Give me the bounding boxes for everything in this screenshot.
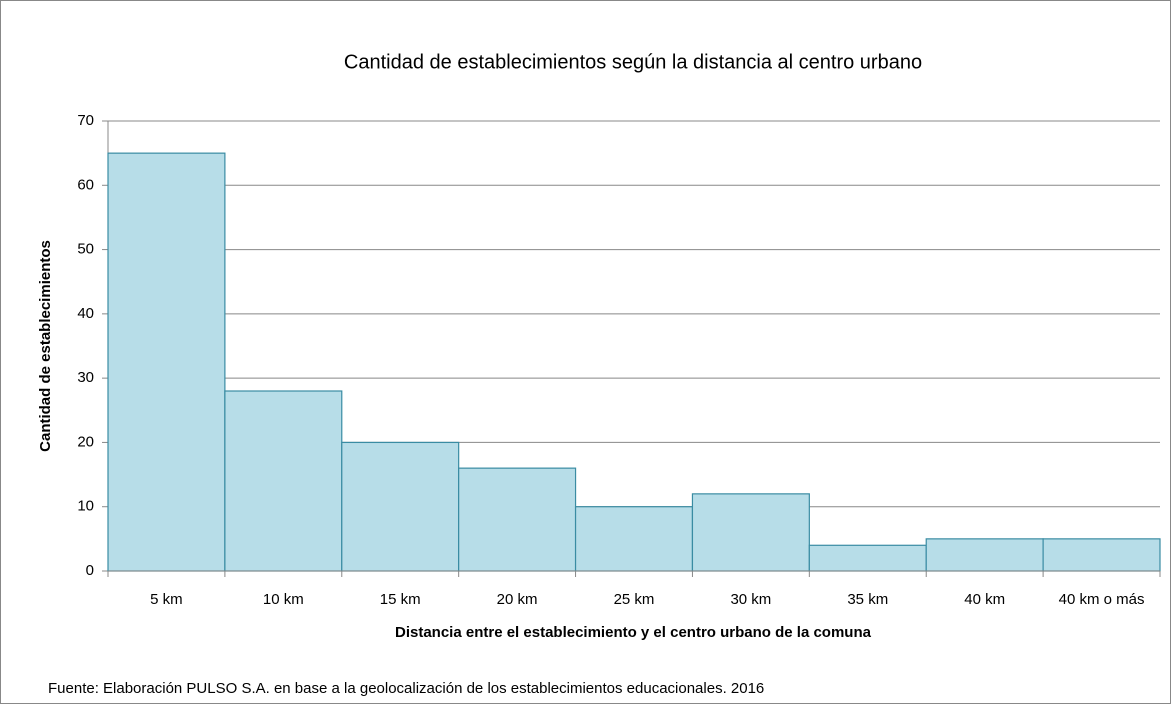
y-tick-label: 0 xyxy=(86,562,94,579)
bar xyxy=(1042,538,1161,572)
y-tick-label: 20 xyxy=(77,433,94,450)
y-tick-label: 50 xyxy=(77,241,94,258)
x-tick-label: 40 km o más xyxy=(1059,591,1145,608)
x-tick-label: 15 km xyxy=(380,591,421,608)
bar xyxy=(574,506,694,572)
x-axis-label: Distancia entre el establecimiento y el … xyxy=(395,624,872,641)
source-note: Fuente: Elaboración PULSO S.A. en base a… xyxy=(48,680,764,697)
bar xyxy=(341,441,460,572)
chart-title: Cantidad de establecimientos según la di… xyxy=(344,51,922,73)
x-tick-label: 25 km xyxy=(614,591,655,608)
y-tick-label: 30 xyxy=(77,369,94,386)
x-tick-label: 10 km xyxy=(263,591,304,608)
y-tick-label: 70 xyxy=(77,112,94,129)
bar xyxy=(458,467,577,572)
bar xyxy=(808,544,927,572)
bar xyxy=(691,493,810,572)
y-axis-label: Cantidad de establecimientos xyxy=(37,240,54,452)
y-tick-label: 60 xyxy=(77,176,94,193)
x-tick-label: 30 km xyxy=(730,591,771,608)
x-tick-label: 35 km xyxy=(847,591,888,608)
bar xyxy=(224,390,343,572)
y-tick-label: 10 xyxy=(77,498,94,515)
bar xyxy=(925,538,1044,572)
x-tick-label: 20 km xyxy=(497,591,538,608)
y-tick-label: 40 xyxy=(77,305,94,322)
x-tick-label: 5 km xyxy=(150,591,183,608)
bar xyxy=(107,152,226,572)
x-tick-label: 40 km xyxy=(964,591,1005,608)
